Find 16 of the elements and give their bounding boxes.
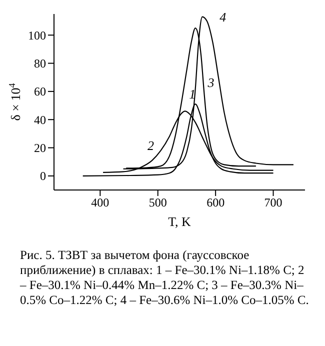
y-tick-label: 100: [28, 28, 46, 42]
x-tick-label: 400: [91, 196, 110, 210]
y-tick-label: 40: [34, 112, 46, 127]
text: Рис. 5. ТЗВТ за вычетом фона (гауссовское приближение) в сплавах: 1 – Fe–30.1% Ni–1.18% C; 2 – Fe–30.1% Ni–0.44% Mn–1.22% C; 3 – Fe–30.3% Ni–0.5% Co–1.22% C; 4 – Fe–30.6% Ni–1.0% Co–1.05% C.: [19, 247, 310, 308]
series-label: 3: [206, 74, 215, 90]
series-label: 1: [189, 86, 196, 102]
x-tick-label: 600: [206, 196, 225, 210]
y-tick-label: 20: [34, 141, 46, 156]
x-axis-title: T, K: [168, 214, 192, 229]
y-tick-label: 0: [40, 169, 46, 184]
y-tick-label: 80: [34, 56, 46, 71]
series-label: 4: [220, 10, 227, 25]
x-tick-label: 700: [264, 196, 282, 210]
y-tick-label: 60: [34, 84, 46, 99]
x-tick-label: 500: [148, 196, 167, 210]
series-label: 2: [147, 138, 154, 154]
